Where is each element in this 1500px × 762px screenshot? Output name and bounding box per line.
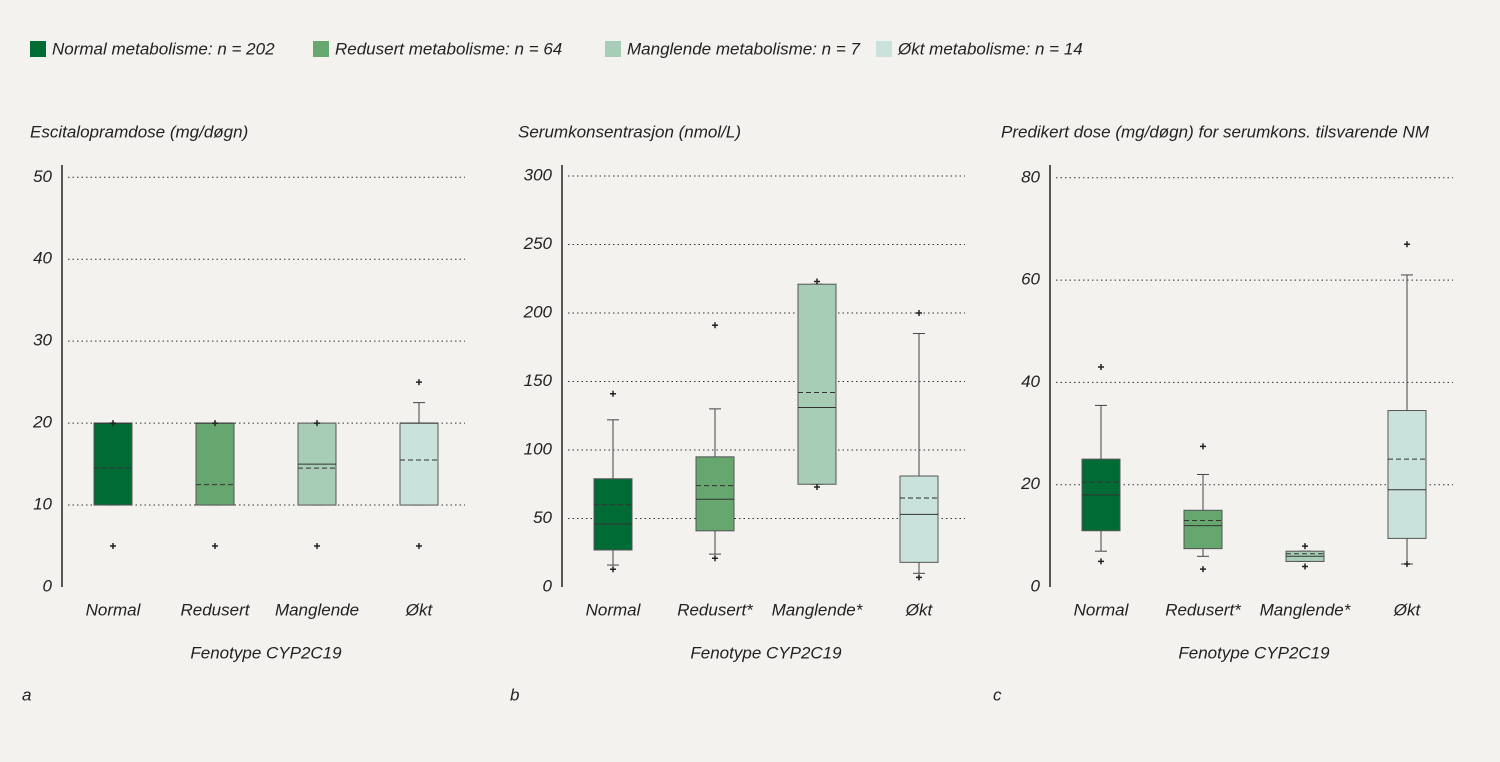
y-tick-label: 150 xyxy=(524,371,553,390)
outlier xyxy=(110,420,116,427)
y-tick-label: 60 xyxy=(1021,270,1040,289)
x-tick-label: Manglende* xyxy=(772,600,864,619)
outlier xyxy=(416,379,422,386)
box xyxy=(1183,509,1223,550)
y-tick-label: 20 xyxy=(1020,474,1040,493)
box xyxy=(797,283,837,485)
x-tick-label: Normal xyxy=(86,600,142,619)
y-tick-label: 100 xyxy=(524,439,553,458)
outlier xyxy=(110,543,116,550)
box xyxy=(195,422,235,506)
box xyxy=(593,478,633,551)
x-tick-label: Normal xyxy=(586,600,642,619)
outlier xyxy=(1098,558,1104,565)
y-tick-label: 50 xyxy=(533,508,552,527)
y-tick-label: 40 xyxy=(1021,372,1040,391)
box xyxy=(899,475,939,563)
panel-label: b xyxy=(510,685,519,704)
legend-swatch xyxy=(876,41,892,57)
y-tick-label: 20 xyxy=(32,413,52,432)
box xyxy=(1387,410,1427,539)
x-tick-label: Redusert* xyxy=(677,600,754,619)
outlier xyxy=(712,322,718,329)
legend-swatch xyxy=(605,41,621,57)
panel-label: a xyxy=(22,685,31,704)
y-tick-label: 200 xyxy=(523,302,553,321)
box xyxy=(695,456,735,532)
outlier xyxy=(814,278,820,285)
y-tick-label: 10 xyxy=(33,495,52,514)
outlier xyxy=(1200,443,1206,450)
x-axis-label: Fenotype CYP2C19 xyxy=(190,643,342,662)
outlier xyxy=(610,566,616,573)
legend-label: Normal metabolisme: n = 202 xyxy=(52,39,275,58)
outlier xyxy=(1098,364,1104,371)
y-tick-label: 300 xyxy=(524,165,553,184)
box xyxy=(93,422,133,506)
x-tick-label: Manglende xyxy=(275,600,359,619)
outlier xyxy=(814,483,820,490)
legend-label: Økt metabolisme: n = 14 xyxy=(897,39,1083,58)
x-axis-label: Fenotype CYP2C19 xyxy=(1178,643,1330,662)
outlier xyxy=(916,309,922,316)
outlier xyxy=(1200,566,1206,573)
x-tick-label: Redusert* xyxy=(1165,600,1242,619)
outlier xyxy=(212,543,218,550)
legend-swatch xyxy=(30,41,46,57)
outlier xyxy=(1302,563,1308,570)
outlier xyxy=(212,420,218,427)
outlier xyxy=(1302,543,1308,550)
chart-title: Escitalopramdose (mg/døgn) xyxy=(30,122,248,141)
y-tick-label: 0 xyxy=(543,576,553,595)
chart-title: Serumkonsentrasjon (nmol/L) xyxy=(518,122,741,141)
y-tick-label: 0 xyxy=(43,576,53,595)
y-tick-label: 40 xyxy=(33,249,52,268)
x-tick-label: Økt xyxy=(405,600,434,619)
legend-label: Manglende metabolisme: n = 7 xyxy=(627,39,860,58)
y-tick-label: 250 xyxy=(523,234,553,253)
x-tick-label: Redusert xyxy=(181,600,251,619)
outlier xyxy=(1404,241,1410,248)
x-axis-label: Fenotype CYP2C19 xyxy=(690,643,842,662)
y-tick-label: 0 xyxy=(1031,576,1041,595)
x-tick-label: Økt xyxy=(1393,600,1422,619)
box xyxy=(399,422,439,506)
x-tick-label: Normal xyxy=(1074,600,1130,619)
outlier xyxy=(314,420,320,427)
outlier xyxy=(916,574,922,581)
y-tick-label: 30 xyxy=(33,331,52,350)
outlier xyxy=(1404,560,1410,567)
y-tick-label: 50 xyxy=(33,167,52,186)
panel-label: c xyxy=(993,685,1002,704)
outlier xyxy=(314,543,320,550)
chart-title: Predikert dose (mg/døgn) for serumkons. … xyxy=(1001,122,1430,141)
x-tick-label: Manglende* xyxy=(1260,600,1352,619)
outlier xyxy=(610,390,616,397)
outlier xyxy=(416,543,422,550)
outlier xyxy=(712,555,718,562)
x-tick-label: Økt xyxy=(905,600,934,619)
legend-swatch xyxy=(313,41,329,57)
y-tick-label: 80 xyxy=(1021,167,1040,186)
legend-label: Redusert metabolisme: n = 64 xyxy=(335,39,562,58)
